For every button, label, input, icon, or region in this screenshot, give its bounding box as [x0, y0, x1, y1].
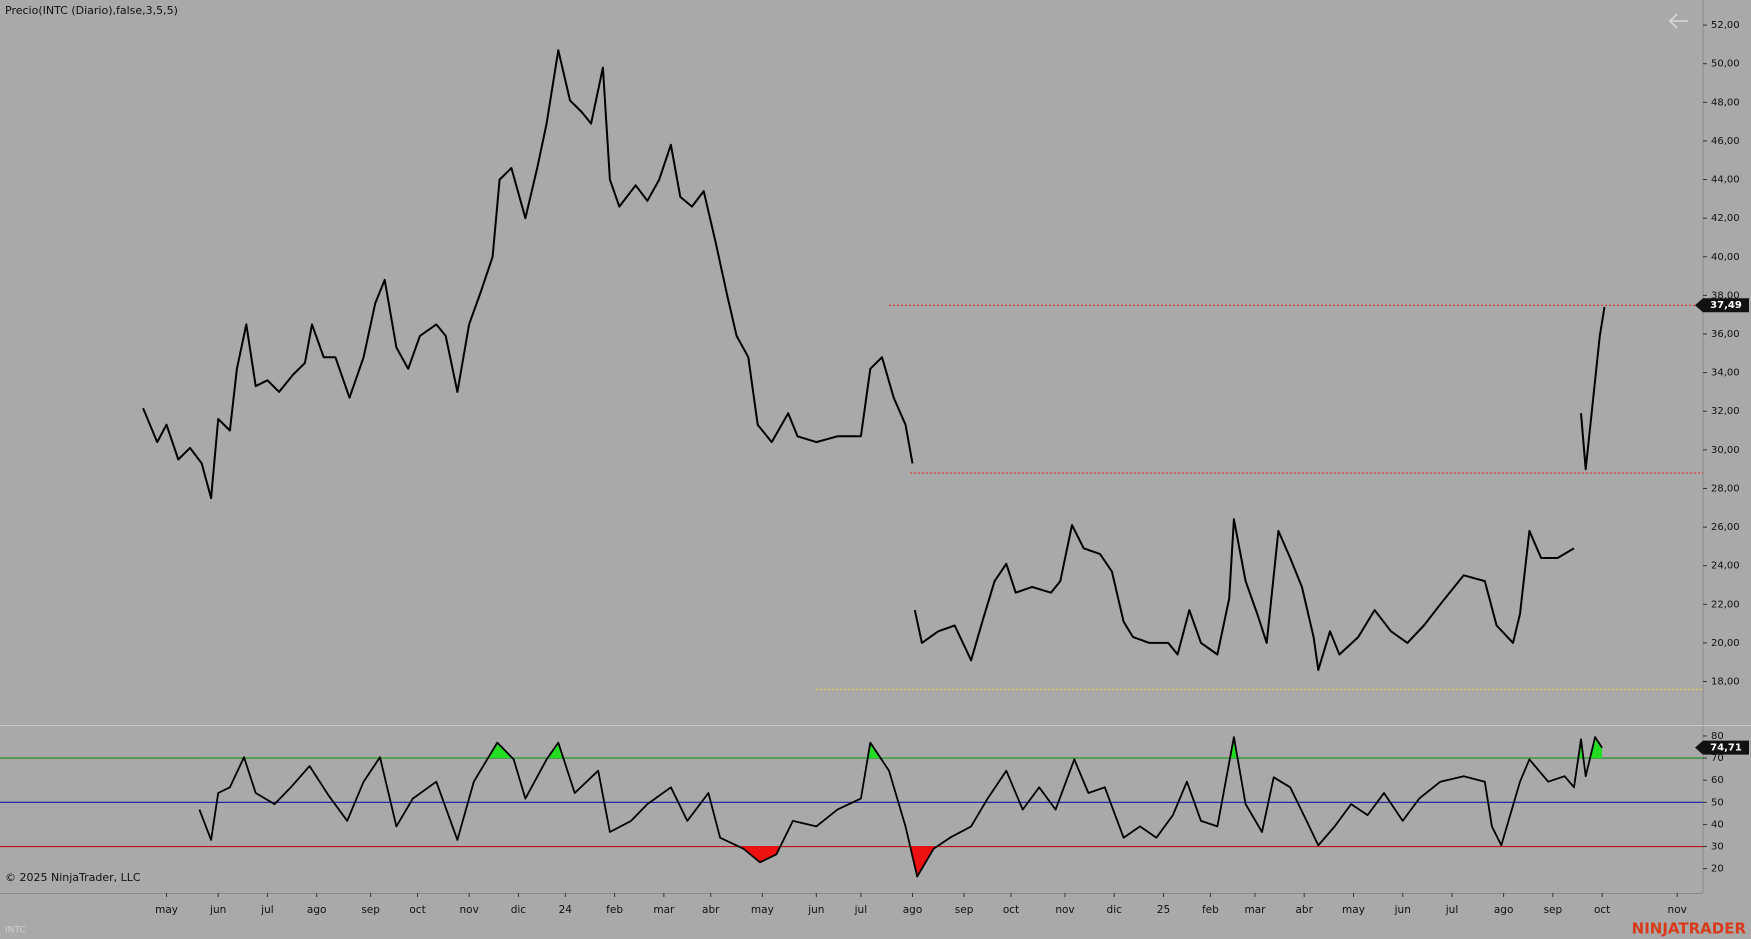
x-tick-label: nov [1055, 904, 1074, 916]
x-tick-label: feb [1202, 904, 1219, 916]
rsi-line [198, 736, 1603, 878]
y-tick-label: 38,00 [1711, 290, 1740, 301]
y-tick-label: 52,00 [1711, 20, 1740, 31]
x-tick-label: 25 [1157, 904, 1170, 916]
x-tick-label: jul [854, 904, 868, 916]
x-tick-label: nov [459, 904, 478, 916]
last-value-label: 37,49 [1710, 300, 1742, 311]
x-tick-label: ago [1494, 904, 1514, 916]
y-tick-label: 44,00 [1711, 175, 1740, 186]
x-tick-label: ago [307, 904, 327, 916]
x-tick-label: ago [903, 904, 923, 916]
price-line [142, 49, 1606, 671]
x-tick-label: oct [1594, 904, 1610, 916]
x-tick-label: oct [1003, 904, 1019, 916]
y-tick-label: 50,00 [1711, 59, 1740, 70]
y-tick-label: 30,00 [1711, 445, 1740, 456]
x-tick-label: 24 [559, 904, 573, 916]
x-tick-label: abr [702, 904, 720, 916]
y-tick-label: 70 [1711, 753, 1724, 764]
last-value-label: 74,71 [1710, 743, 1742, 754]
x-tick-label: jun [807, 904, 824, 916]
x-tick-label: may [1342, 904, 1365, 916]
back-arrow[interactable] [1668, 13, 1688, 29]
x-tick-label: abr [1296, 904, 1314, 916]
y-tick-label: 50 [1711, 797, 1724, 808]
y-tick-label: 40,00 [1711, 252, 1740, 263]
x-tick-label: jul [1445, 904, 1459, 916]
y-tick-label: 20 [1711, 864, 1724, 875]
y-tick-label: 24,00 [1711, 561, 1740, 572]
y-tick-label: 40 [1711, 819, 1724, 830]
symbol: INTC [5, 926, 26, 936]
x-tick-label: dic [511, 904, 527, 916]
y-tick-label: 42,00 [1711, 213, 1740, 224]
copyright: © 2025 NinjaTrader, LLC [5, 871, 141, 884]
x-tick-label: sep [1544, 904, 1563, 916]
last-value-box [1695, 298, 1749, 313]
x-tick-label: nov [1668, 904, 1687, 916]
x-tick-label: oct [409, 904, 425, 916]
y-tick-label: 28,00 [1711, 483, 1740, 494]
y-tick-label: 22,00 [1711, 599, 1740, 610]
x-tick-label: may [155, 904, 178, 916]
x-tick-label: mar [1244, 904, 1266, 916]
x-tick-label: sep [955, 904, 974, 916]
x-tick-label: sep [361, 904, 380, 916]
y-tick-label: 80 [1711, 731, 1724, 742]
last-value-box [1695, 740, 1749, 755]
x-tick-label: dic [1107, 904, 1123, 916]
y-tick-label: 20,00 [1711, 638, 1740, 649]
y-tick-label: 32,00 [1711, 406, 1740, 417]
x-tick-label: may [751, 904, 774, 916]
x-tick-label: jun [1394, 904, 1411, 916]
x-tick-label: jul [260, 904, 274, 916]
y-tick-label: 46,00 [1711, 136, 1740, 147]
y-tick-label: 26,00 [1711, 522, 1740, 533]
y-tick-label: 30 [1711, 842, 1724, 853]
y-tick-label: 60 [1711, 775, 1724, 786]
x-tick-label: mar [653, 904, 675, 916]
y-tick-label: 48,00 [1711, 97, 1740, 108]
y-tick-label: 36,00 [1711, 329, 1740, 340]
x-tick-label: feb [606, 904, 623, 916]
chart-title: Precio(INTC (Diario),false,3,5,5) [5, 4, 178, 17]
y-tick-label: 34,00 [1711, 368, 1740, 379]
x-tick-label: jun [209, 904, 226, 916]
y-tick-label: 18,00 [1711, 677, 1740, 688]
brand: NINJATRADER [1632, 920, 1747, 938]
